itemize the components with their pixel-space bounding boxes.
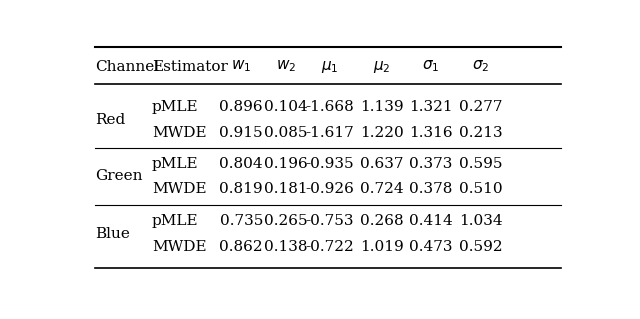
Text: $\mu_2$: $\mu_2$ bbox=[372, 58, 390, 75]
Text: 0.373: 0.373 bbox=[410, 157, 453, 171]
Text: 0.138: 0.138 bbox=[264, 240, 308, 254]
Text: 1.019: 1.019 bbox=[360, 240, 403, 254]
Text: 0.724: 0.724 bbox=[360, 182, 403, 196]
Text: 0.637: 0.637 bbox=[360, 157, 403, 171]
Text: $w_1$: $w_1$ bbox=[231, 59, 252, 74]
Text: $\mu_1$: $\mu_1$ bbox=[321, 58, 339, 75]
Text: Green: Green bbox=[95, 169, 142, 183]
Text: MWDE: MWDE bbox=[152, 126, 207, 140]
Text: MWDE: MWDE bbox=[152, 240, 207, 254]
Text: -1.668: -1.668 bbox=[305, 100, 354, 114]
Text: $w_2$: $w_2$ bbox=[276, 59, 296, 74]
Text: Blue: Blue bbox=[95, 227, 130, 241]
Text: $\sigma_1$: $\sigma_1$ bbox=[422, 59, 440, 74]
Text: 0.595: 0.595 bbox=[459, 157, 502, 171]
Text: 1.220: 1.220 bbox=[360, 126, 403, 140]
Text: 0.268: 0.268 bbox=[360, 214, 403, 228]
Text: 0.414: 0.414 bbox=[410, 214, 453, 228]
Text: 0.265: 0.265 bbox=[264, 214, 308, 228]
Text: -0.753: -0.753 bbox=[305, 214, 354, 228]
Text: -1.617: -1.617 bbox=[305, 126, 354, 140]
Text: -0.935: -0.935 bbox=[305, 157, 354, 171]
Text: 1.316: 1.316 bbox=[410, 126, 453, 140]
Text: 0.819: 0.819 bbox=[220, 182, 263, 196]
Text: 0.862: 0.862 bbox=[220, 240, 263, 254]
Text: 0.378: 0.378 bbox=[410, 182, 453, 196]
Text: pMLE: pMLE bbox=[152, 214, 198, 228]
Text: -0.722: -0.722 bbox=[305, 240, 354, 254]
Text: $\sigma_2$: $\sigma_2$ bbox=[472, 59, 490, 74]
Text: 0.277: 0.277 bbox=[459, 100, 502, 114]
Text: 0.196: 0.196 bbox=[264, 157, 308, 171]
Text: 1.321: 1.321 bbox=[410, 100, 453, 114]
Text: 0.915: 0.915 bbox=[220, 126, 263, 140]
Text: Channel: Channel bbox=[95, 60, 159, 73]
Text: 1.034: 1.034 bbox=[459, 214, 502, 228]
Text: 1.139: 1.139 bbox=[360, 100, 403, 114]
Text: -0.926: -0.926 bbox=[305, 182, 354, 196]
Text: 0.213: 0.213 bbox=[459, 126, 502, 140]
Text: 0.085: 0.085 bbox=[264, 126, 308, 140]
Text: 0.181: 0.181 bbox=[264, 182, 308, 196]
Text: 0.510: 0.510 bbox=[459, 182, 502, 196]
Text: 0.592: 0.592 bbox=[459, 240, 502, 254]
Text: 0.735: 0.735 bbox=[220, 214, 263, 228]
Text: Estimator: Estimator bbox=[152, 60, 228, 73]
Text: Red: Red bbox=[95, 113, 125, 127]
Text: 0.104: 0.104 bbox=[264, 100, 308, 114]
Text: MWDE: MWDE bbox=[152, 182, 207, 196]
Text: 0.896: 0.896 bbox=[220, 100, 263, 114]
Text: 0.804: 0.804 bbox=[220, 157, 263, 171]
Text: pMLE: pMLE bbox=[152, 100, 198, 114]
Text: 0.473: 0.473 bbox=[410, 240, 453, 254]
Text: pMLE: pMLE bbox=[152, 157, 198, 171]
